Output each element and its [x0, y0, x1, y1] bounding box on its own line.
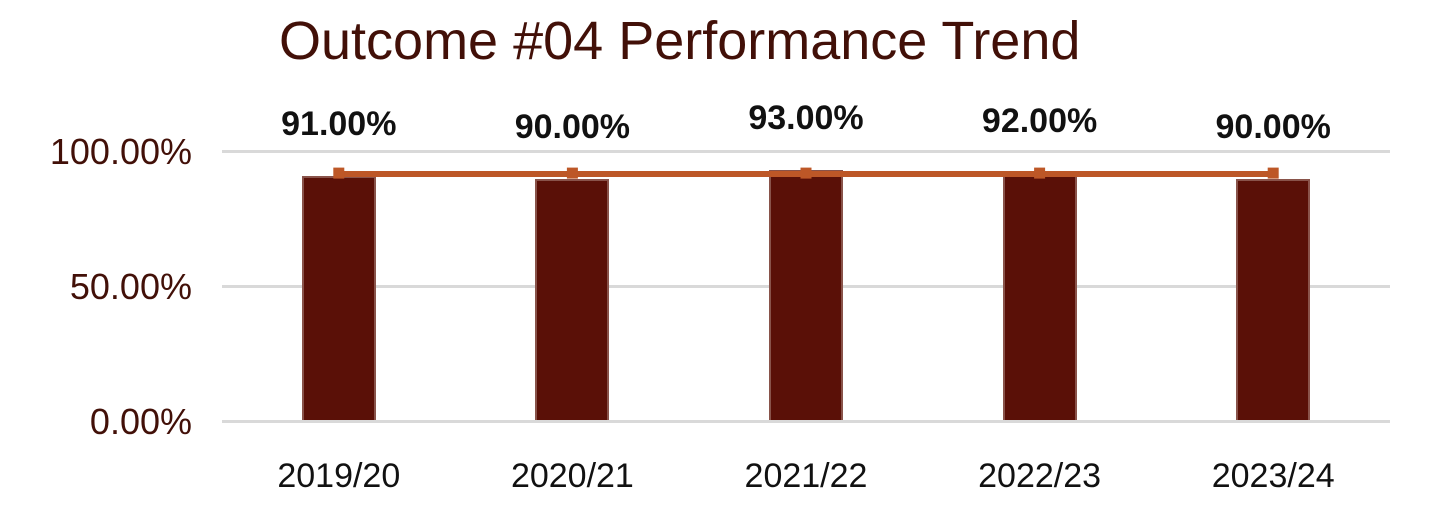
data-label: 92.00%	[981, 102, 1098, 141]
data-label: 93.00%	[748, 99, 864, 138]
bar-2020/21	[535, 178, 610, 420]
y-axis-label: 0.00%	[89, 400, 192, 442]
bar-2022/23	[1002, 173, 1077, 420]
y-axis-label: 50.00%	[69, 265, 192, 307]
data-label: 90.00%	[1215, 107, 1331, 146]
chart-title: Outcome #04 Performance Trend	[279, 11, 1081, 71]
data-label: 90.00%	[514, 107, 631, 146]
x-axis-label: 2021/22	[744, 457, 868, 495]
line-marker	[1267, 167, 1279, 179]
data-label: 91.00%	[281, 104, 397, 143]
bar-2019/20	[301, 175, 376, 420]
x-axis-label: 2023/24	[1211, 457, 1335, 495]
bar-2023/24	[1236, 178, 1311, 420]
x-axis-label: 2020/21	[510, 457, 634, 495]
x-axis-label: 2022/23	[978, 457, 1102, 495]
x-axis-label: 2019/20	[277, 457, 401, 495]
gridline-100	[222, 150, 1390, 153]
gridline-0	[222, 420, 1390, 423]
y-axis-label: 100.00%	[49, 130, 192, 172]
bar-2021/22	[769, 170, 843, 420]
line-marker	[566, 167, 578, 179]
